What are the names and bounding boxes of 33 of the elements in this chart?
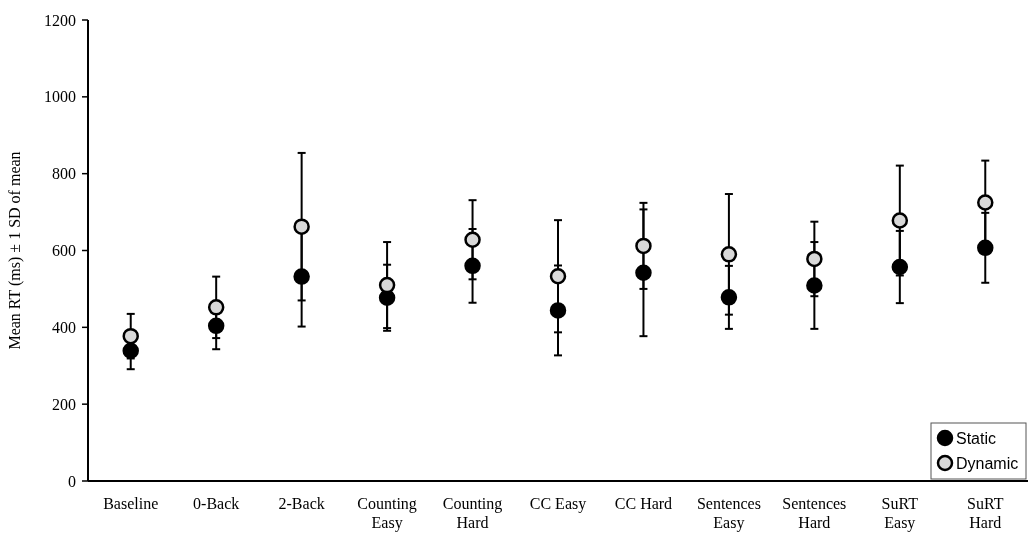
x-tick-label: SuRT Easy [881, 495, 919, 532]
legend-label: Static [956, 429, 997, 447]
y-tick-label: 0 [68, 472, 76, 490]
x-tick-label: SuRT Hard [967, 495, 1004, 531]
x-tick-label: Counting Hard [442, 495, 503, 531]
x-tick-label: Baseline [103, 495, 159, 512]
y-tick-label: 400 [52, 318, 76, 336]
point [806, 250, 823, 268]
x-tick-label: CC Easy [529, 495, 587, 513]
x-tick-label: CC Hard [614, 495, 673, 512]
point [122, 327, 139, 345]
x-tick-label: 2-Back [278, 495, 325, 512]
point [977, 239, 994, 257]
y-tick-label: 800 [52, 165, 76, 183]
legend-label: Dynamic [956, 454, 1019, 472]
y-axis-title: Mean RT (ms) ± 1 SD of mean [6, 151, 24, 350]
point [207, 299, 225, 316]
point [891, 212, 909, 229]
y-tick-label: 1000 [44, 88, 76, 106]
point [293, 218, 310, 235]
point [464, 231, 481, 248]
x-tick-label: Sentences Hard [782, 495, 847, 531]
x-tick-label: 0-Back [193, 495, 240, 512]
point [549, 267, 567, 285]
point [720, 246, 738, 263]
x-tick-label: Sentences Easy [696, 495, 761, 532]
point [635, 237, 652, 255]
x-tick-label: Counting Easy [357, 495, 417, 532]
y-tick-label: 600 [52, 242, 76, 260]
y-tick-label: 200 [52, 395, 76, 413]
y-tick-label: 1200 [44, 11, 76, 29]
point [977, 194, 994, 211]
point [378, 276, 396, 294]
